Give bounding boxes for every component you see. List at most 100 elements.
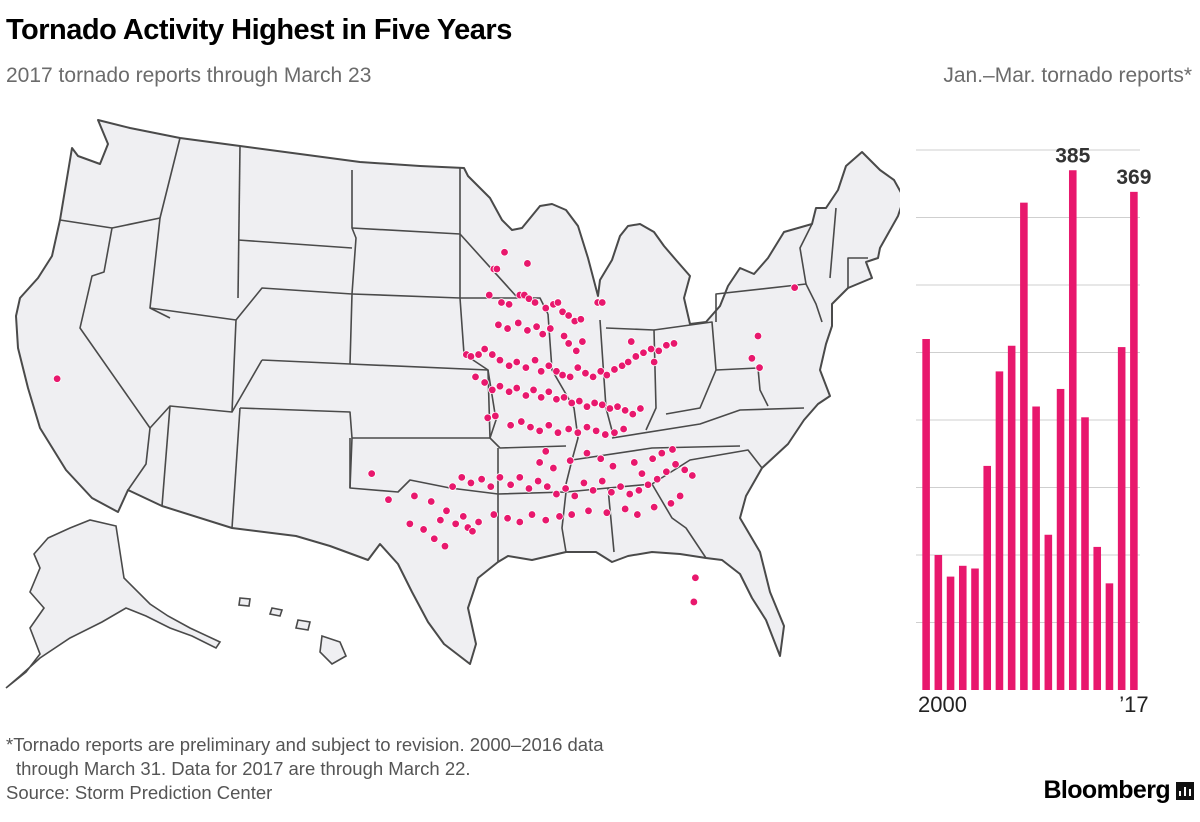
- bar-gridlines: [916, 149, 1140, 623]
- tornado-report-dot: [553, 428, 563, 437]
- tornado-report-dot: [602, 370, 612, 380]
- tornado-report-dot: [654, 346, 663, 356]
- tornado-report-dot: [649, 357, 659, 367]
- tornado-report-dot: [633, 510, 642, 519]
- tornado-report-dot: [555, 512, 564, 521]
- tornado-report-dot: [591, 426, 601, 436]
- tornado-report-dot: [546, 324, 555, 333]
- tornado-report-dot: [514, 318, 523, 328]
- tornado-report-dot: [515, 473, 524, 482]
- tornado-report-dot: [559, 331, 569, 341]
- tornado-report-dot: [628, 409, 637, 419]
- tornado-report-dot: [500, 248, 509, 257]
- bar-2011: [1056, 388, 1065, 690]
- hawaii-oahu-shape: [268, 607, 284, 617]
- tornado-report-dot: [436, 515, 445, 525]
- tornado-report-dot: [565, 372, 575, 382]
- tornado-report-dot: [451, 519, 460, 529]
- bar-2005: [983, 465, 992, 690]
- tornado-report-dot: [565, 456, 575, 465]
- tornado-report-dot: [552, 489, 561, 499]
- tornado-report-dot: [532, 322, 541, 331]
- hawaii: [238, 597, 348, 665]
- tornado-report-dot: [448, 482, 457, 491]
- tornado-report-dot: [486, 482, 495, 491]
- tornado-report-dot: [657, 448, 666, 458]
- tornado-report-dot: [492, 264, 502, 274]
- tornado-report-dot: [575, 396, 584, 406]
- tornado-report-dot: [517, 417, 526, 426]
- tornado-report-dot: [512, 357, 521, 367]
- tornado-report-dot: [668, 445, 677, 454]
- tornado-report-dot: [620, 504, 630, 514]
- map-subtitle: 2017 tornado reports through March 23: [6, 64, 372, 87]
- tornado-report-dot: [497, 298, 506, 307]
- tornado-report-dot: [582, 422, 592, 432]
- tornado-report-dot: [567, 510, 576, 519]
- tornado-report-dot: [440, 541, 450, 551]
- tornado-report-dot: [691, 573, 700, 582]
- tornado-report-dot: [613, 402, 622, 411]
- tornado-report-dot: [790, 283, 799, 292]
- tornado-report-dot: [636, 404, 645, 413]
- bar-2014: [1093, 546, 1102, 690]
- tornado-report-dot: [662, 341, 671, 350]
- x-tick-label-first: 2000: [918, 692, 967, 717]
- tornado-report-dot: [582, 402, 592, 411]
- bar-2015: [1105, 583, 1114, 690]
- tornado-report-dot: [543, 482, 552, 491]
- tornado-report-dot: [616, 482, 625, 491]
- tornado-report-dot: [605, 404, 615, 413]
- bar-2008: [1020, 202, 1028, 690]
- tornado-report-dot: [457, 473, 466, 482]
- tornado-report-dot: [494, 320, 503, 330]
- bar-axis-labels: 2000 ’17: [918, 692, 1149, 717]
- tornado-report-dot: [576, 315, 586, 324]
- tornado-report-dot: [491, 411, 500, 421]
- x-tick-label-last: ’17: [1119, 692, 1148, 717]
- tornado-report-dot: [579, 478, 589, 488]
- tornado-report-dot: [503, 324, 512, 333]
- tornado-report-dot: [747, 354, 757, 363]
- bar-series: [922, 170, 1138, 690]
- tornado-report-dot: [384, 495, 393, 504]
- tornado-report-dot: [584, 506, 593, 516]
- tornado-report-dot: [503, 514, 512, 523]
- tornado-report-dot: [535, 426, 544, 436]
- tornado-report-dot: [578, 337, 587, 346]
- tornado-report-dot: [430, 534, 439, 543]
- tornado-report-dot: [52, 374, 62, 383]
- tornado-report-dot: [552, 367, 561, 376]
- tornado-report-dot: [523, 259, 532, 268]
- tornado-report-dot: [468, 527, 477, 536]
- tornado-report-dot: [637, 469, 647, 478]
- tornado-report-dot: [541, 447, 550, 456]
- tornado-report-dot: [573, 428, 583, 437]
- tornado-report-dot: [495, 473, 505, 482]
- tornado-report-dot: [610, 365, 619, 374]
- tornado-report-dot: [524, 294, 534, 303]
- hawaii-kauai-shape: [238, 597, 251, 607]
- bar-2007: [1007, 345, 1016, 690]
- tornado-report-dot: [483, 413, 492, 423]
- tornado-report-dot: [541, 515, 550, 525]
- tornado-report-dot: [523, 326, 532, 335]
- bar-2003: [958, 565, 967, 690]
- tornado-report-dot: [504, 387, 514, 396]
- tornado-report-dot: [524, 484, 534, 493]
- tornado-report-dot: [617, 361, 627, 370]
- tornado-report-dot: [367, 469, 376, 478]
- tornado-report-dot: [495, 355, 505, 365]
- tornado-report-dot: [474, 350, 483, 359]
- tornado-report-dot: [627, 337, 636, 346]
- tornado-report-dot: [631, 352, 641, 361]
- tornado-report-dot: [485, 290, 494, 300]
- tornado-report-dot: [570, 491, 579, 501]
- tornado-report-dot: [669, 339, 679, 348]
- tornado-bar-chart: 385 369 2000 ’17: [916, 144, 1151, 717]
- tornado-report-dot: [553, 298, 563, 307]
- bar-2016: [1117, 347, 1126, 690]
- hawaii-maui-shape: [295, 619, 311, 631]
- tornado-report-dot: [602, 508, 612, 517]
- bar-2013: [1081, 417, 1089, 690]
